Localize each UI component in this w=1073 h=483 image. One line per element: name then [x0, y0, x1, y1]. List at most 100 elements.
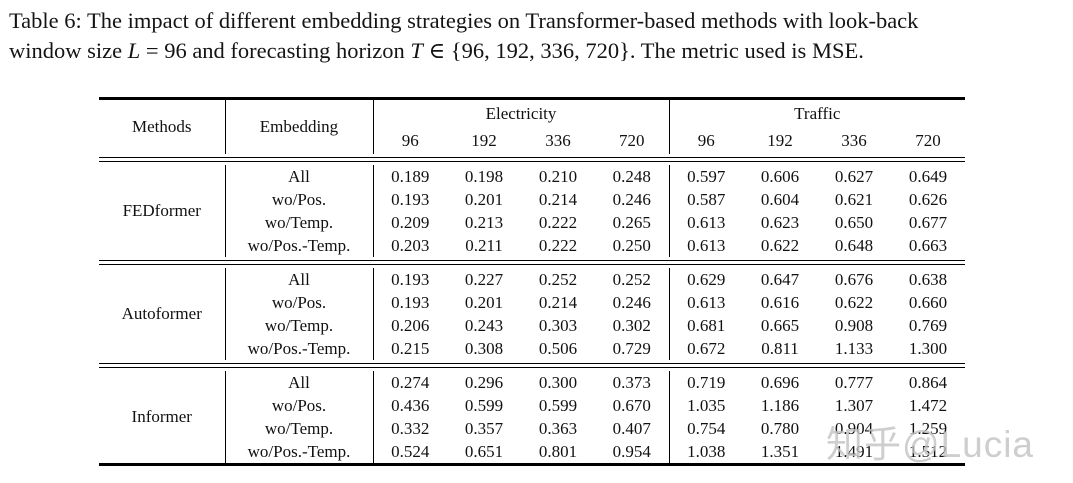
electricity-group-header: Electricity: [372, 98, 669, 127]
embedding-strategy-label: wo/Pos.-Temp.: [224, 234, 373, 257]
mse-value: 0.373: [612, 372, 651, 392]
table-row: wo/Temp. 0.209 0.213 0.222 0.265 0.613 0.623 0.…: [99, 211, 965, 234]
mse-value: 0.587: [668, 188, 743, 211]
mse-value: 0.629: [668, 268, 743, 291]
mse-value: 0.801: [538, 441, 578, 461]
mse-value: 1.259: [908, 418, 948, 438]
mse-value: 0.672: [668, 337, 743, 360]
double-rule: [99, 157, 966, 162]
mse-value: 0.201: [464, 189, 504, 209]
method-section: FEDformer All 0.189 0.198 0.210 0.248 0.597 0.6…: [99, 165, 965, 257]
mse-value: 0.214: [538, 189, 578, 209]
method-name: FEDformer: [122, 201, 201, 220]
horizon-header: 336: [545, 130, 571, 150]
embedding-strategy-label: wo/Pos.-Temp.: [224, 337, 373, 360]
table-row: wo/Pos.-Temp. 0.203 0.211 0.222 0.250 0.613 0.…: [99, 234, 965, 257]
mse-value: 0.209: [372, 211, 447, 234]
mse-value: 0.246: [612, 292, 651, 312]
horizon-header: 96: [668, 127, 743, 154]
embedding-strategy-label: wo/Pos.-Temp.: [224, 440, 373, 465]
embedding-strategy-label: All: [224, 165, 373, 188]
mse-value: 0.729: [612, 338, 651, 358]
horizon-header: 720: [619, 130, 645, 150]
mse-value: 1.035: [668, 394, 743, 417]
mse-value: 0.407: [612, 418, 651, 438]
mse-value: 0.670: [612, 395, 651, 415]
embedding-strategy-label: wo/Pos.: [224, 188, 373, 211]
mse-value: 0.908: [834, 315, 874, 335]
mse-value: 0.357: [464, 418, 504, 438]
mse-value: 1.491: [834, 441, 874, 461]
table-caption: Table 6: The impact of different embeddi…: [9, 6, 1069, 66]
mse-value: 0.211: [465, 235, 503, 255]
mse-value: 0.302: [612, 315, 651, 335]
embedding-strategy-label: All: [224, 268, 373, 291]
double-rule: [99, 363, 966, 368]
table-row: Informer All 0.274 0.296 0.300 0.373 0.719 0.69…: [99, 371, 965, 426]
mse-value: 0.222: [538, 212, 578, 232]
mse-value: 0.206: [372, 314, 447, 337]
embedding-strategy-label: wo/Pos.: [224, 394, 373, 417]
mse-value: 1.472: [908, 395, 948, 415]
table-row: wo/Temp. 0.332 0.357 0.363 0.407 0.754 0.780 0.…: [99, 417, 965, 440]
mse-value: 1.307: [834, 395, 874, 415]
mse-value: 0.599: [538, 395, 578, 415]
mse-value: 0.650: [834, 212, 874, 232]
mse-value: 1.512: [908, 441, 948, 461]
mse-value: 0.622: [760, 235, 800, 255]
horizon-header: 336: [841, 130, 867, 150]
mse-value: 0.777: [834, 372, 874, 392]
embedding-strategy-label: wo/Pos.: [224, 291, 373, 314]
table-row: wo/Pos.-Temp. 0.215 0.308 0.506 0.729 0.672 0.…: [99, 337, 965, 360]
table-row: wo/Pos. 0.436 0.599 0.599 0.670 1.035 1.186 1.3…: [99, 394, 965, 417]
mse-value: 0.243: [464, 315, 504, 335]
mse-value: 0.651: [464, 441, 504, 461]
mse-value: 0.665: [760, 315, 800, 335]
mse-value: 0.613: [668, 234, 743, 257]
mse-value: 0.613: [668, 211, 743, 234]
header-row-horizons: 96 192 336 720 96 192 336 720: [99, 127, 965, 154]
mse-value: 0.303: [538, 315, 578, 335]
mse-value: 0.296: [464, 372, 504, 392]
mse-value: 0.621: [834, 189, 874, 209]
mse-value: 1.300: [908, 338, 948, 358]
table-row: FEDformer All 0.189 0.198 0.210 0.248 0.597 0.6…: [99, 165, 965, 220]
results-table: Methods Embedding Electricity Traffic 96…: [99, 97, 966, 466]
mse-value: 0.332: [372, 417, 447, 440]
mse-value: 0.904: [834, 418, 874, 438]
mse-value: 0.222: [538, 235, 578, 255]
mse-value: 0.215: [372, 337, 447, 360]
mse-value: 0.213: [464, 212, 504, 232]
mse-value: 0.308: [464, 338, 504, 358]
mse-value: 0.648: [834, 235, 874, 255]
section-divider: [99, 154, 966, 165]
mse-value: 0.246: [612, 189, 651, 209]
mse-value: 1.186: [760, 395, 800, 415]
table-header: Methods Embedding Electricity Traffic 96…: [99, 98, 966, 154]
mse-value: 1.038: [668, 440, 743, 465]
mse-value: 0.769: [908, 315, 948, 335]
embedding-strategy-label: wo/Temp.: [224, 314, 373, 337]
mse-value: 1.351: [760, 441, 800, 461]
mse-value: 0.754: [668, 417, 743, 440]
mse-value: 0.436: [372, 394, 447, 417]
mse-value: 0.604: [760, 189, 800, 209]
mse-value: 0.719: [668, 371, 743, 394]
method-section: Informer All 0.274 0.296 0.300 0.373 0.719 0.69…: [99, 371, 965, 465]
mse-value: 0.363: [538, 418, 578, 438]
mse-value: 1.133: [834, 338, 874, 358]
horizon-header: 192: [767, 130, 793, 150]
caption-line2-text: ∈ {96, 192, 336, 720}. The metric used i…: [422, 38, 864, 63]
mse-value: 0.623: [760, 212, 800, 232]
mse-value: 0.252: [538, 269, 578, 289]
caption-line2-text: window size: [9, 38, 128, 63]
methods-header: Methods: [132, 117, 192, 136]
section-divider: [99, 257, 966, 268]
mse-value: 0.676: [834, 269, 874, 289]
mse-value: 0.864: [908, 372, 948, 392]
mse-value: 0.227: [464, 269, 504, 289]
table-row: wo/Pos.-Temp. 0.524 0.651 0.801 0.954 1.038 1.…: [99, 440, 965, 465]
mse-value: 0.677: [908, 212, 948, 232]
mse-value: 0.252: [612, 269, 651, 289]
mse-value: 0.250: [612, 235, 651, 255]
